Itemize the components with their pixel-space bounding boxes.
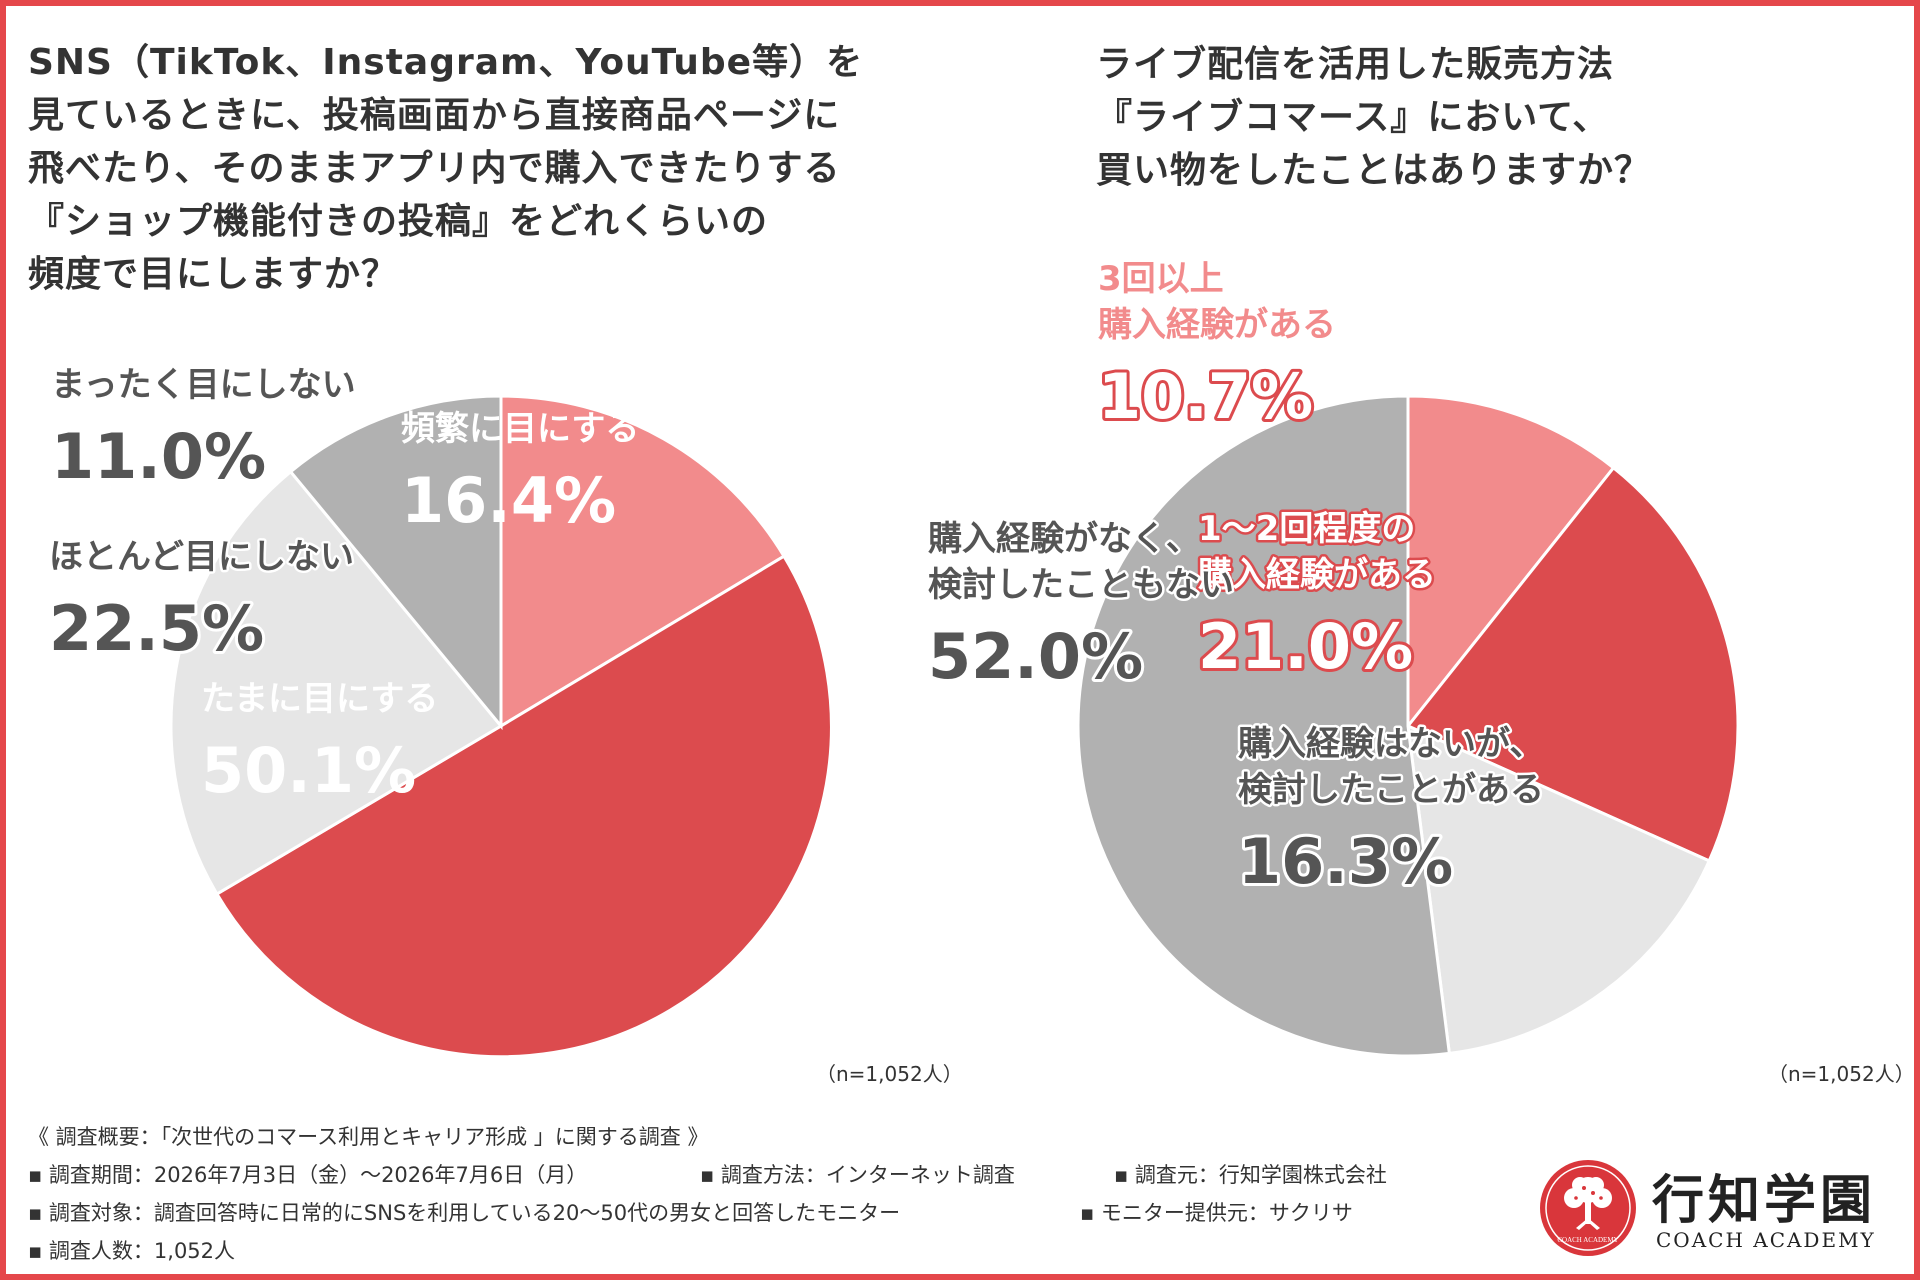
left-sample-size-note: （n=1,052人） xyxy=(816,1062,963,1086)
live-commerce-category-label-1-line-2: 購入経験がある xyxy=(1098,305,1336,345)
shop-post-slice-1 xyxy=(499,394,787,729)
tree-emblem-icon: COACH ACADEMY xyxy=(1540,1160,1636,1256)
survey-row-period: ▪ 調査期間：2026年7月3日（金）～2026年7月6日（月） ▪ 調査方法：… xyxy=(28,1156,1387,1194)
live-commerce-slices xyxy=(1076,394,1740,1058)
survey-method: ▪ 調査方法：インターネット調査 xyxy=(700,1163,1015,1187)
live-commerce-category-label-4-line-1: 購入経験がなく、 xyxy=(928,519,1200,559)
shop-post-slice-4 xyxy=(288,394,503,731)
survey-source: ▪ 調査元：行知学園株式会社 xyxy=(1114,1163,1387,1187)
logo-subtitle: COACH ACADEMY xyxy=(1656,1228,1876,1252)
right-sample-size-note: （n=1,052人） xyxy=(1768,1062,1914,1086)
live-commerce-category-label-1-line-1: 3回以上 xyxy=(1098,259,1224,299)
live-commerce-category-label-3-line-1: 購入経験はないが、 xyxy=(1238,724,1543,764)
shop-post-label-3: ほとんど目にしない 22.5% xyxy=(46,535,356,669)
live-commerce-value-label-2: 21.0% xyxy=(1198,610,1413,683)
live-commerce-value-label-4: 52.0% xyxy=(928,620,1143,693)
live-commerce-label-3: 購入経験はないが、検討したことがある 16.3% xyxy=(1235,722,1547,902)
live-commerce-experience-pie-chart: 3回以上購入経験がある10.7%1～2回程度の購入経験がある21.0%購入経験は… xyxy=(925,257,1740,1058)
shop-post-label-1: 頻繁に目にする 16.4% xyxy=(401,409,639,537)
live-commerce-slice-4 xyxy=(1076,394,1452,1058)
live-commerce-slice-1 xyxy=(1406,394,1616,731)
shop-post-slice-3 xyxy=(169,469,504,897)
live-commerce-label-4: 購入経験がなく、検討したこともない 52.0% xyxy=(925,517,1237,697)
live-commerce-category-label-3-line-2: 検討したことがある xyxy=(1238,770,1544,810)
survey-overview: 《 調査概要：「次世代のコマース利用とキャリア形成 」に関する調査 》 ▪ 調査… xyxy=(28,1118,1387,1270)
shop-post-value-label-3: 22.5% xyxy=(49,592,264,665)
survey-target: ▪ 調査対象：調査回答時に日常的にSNSを利用している20～50代の男女と回答し… xyxy=(28,1201,901,1225)
live-commerce-category-label-2-line-2: 購入経験がある xyxy=(1198,555,1436,595)
coach-academy-logo: COACH ACADEMY 行知学園 COACH ACADEMY xyxy=(1538,1158,1898,1258)
survey-period: ▪ 調査期間：2026年7月3日（金）～2026年7月6日（月） xyxy=(28,1163,588,1187)
emblem-text: COACH ACADEMY xyxy=(1557,1236,1618,1244)
live-commerce-category-label-2-line-1: 1～2回程度の xyxy=(1198,509,1415,549)
shop-post-frequency-pie-chart: 頻繁に目にする 16.4% たまに目にする 50.1% ほとんど目にしない 22.5% まっ… xyxy=(46,363,833,1059)
left-question-title: SNS（TikTok、Instagram、YouTube等）を 見ているときに、… xyxy=(28,42,864,295)
shop-post-value-label-4: 11.0% xyxy=(51,420,266,493)
shop-post-label-2: たまに目にする 50.1% xyxy=(201,679,438,807)
live-commerce-category-label-4-line-2: 検討したこともない xyxy=(928,565,1234,605)
shop-post-slices xyxy=(169,394,833,1059)
shop-post-label-4: まったく目にしない 11.0% xyxy=(48,363,358,497)
survey-heading: 《 調査概要：「次世代のコマース利用とキャリア形成 」に関する調査 》 xyxy=(28,1125,709,1149)
shop-post-category-label-3-line-1: ほとんど目にしない xyxy=(49,537,354,577)
survey-row-target: ▪ 調査対象：調査回答時に日常的にSNSを利用している20～50代の男女と回答し… xyxy=(28,1194,1353,1232)
survey-count: ▪ 調査人数：1,052人 xyxy=(28,1239,236,1263)
live-commerce-value-label-1: 10.7% xyxy=(1098,360,1313,433)
right-question-title: ライブ配信を活用した販売方法 『ライブコマース』において、 買い物をしたことはあ… xyxy=(1096,44,1652,191)
live-commerce-value-label-3: 16.3% xyxy=(1238,825,1453,898)
shop-post-slice-2 xyxy=(214,554,833,1059)
logo-name: 行知学園 xyxy=(1652,1170,1877,1231)
infographic-frame: SNS（TikTok、Instagram、YouTube等）を 見ているときに、… xyxy=(6,6,1914,1274)
live-commerce-slice-3 xyxy=(1406,723,1712,1056)
survey-provider: ▪ モニター提供元：サクリサ xyxy=(1080,1201,1353,1225)
shop-post-category-label-2-line-1: たまに目にする xyxy=(201,679,438,719)
shop-post-value-label-2: 50.1% xyxy=(201,734,416,807)
shop-post-category-label-1-line-1: 頻繁に目にする xyxy=(401,409,639,449)
shop-post-value-label-1: 16.4% xyxy=(401,464,616,537)
shop-post-category-label-4-line-1: まったく目にしない xyxy=(51,365,356,405)
